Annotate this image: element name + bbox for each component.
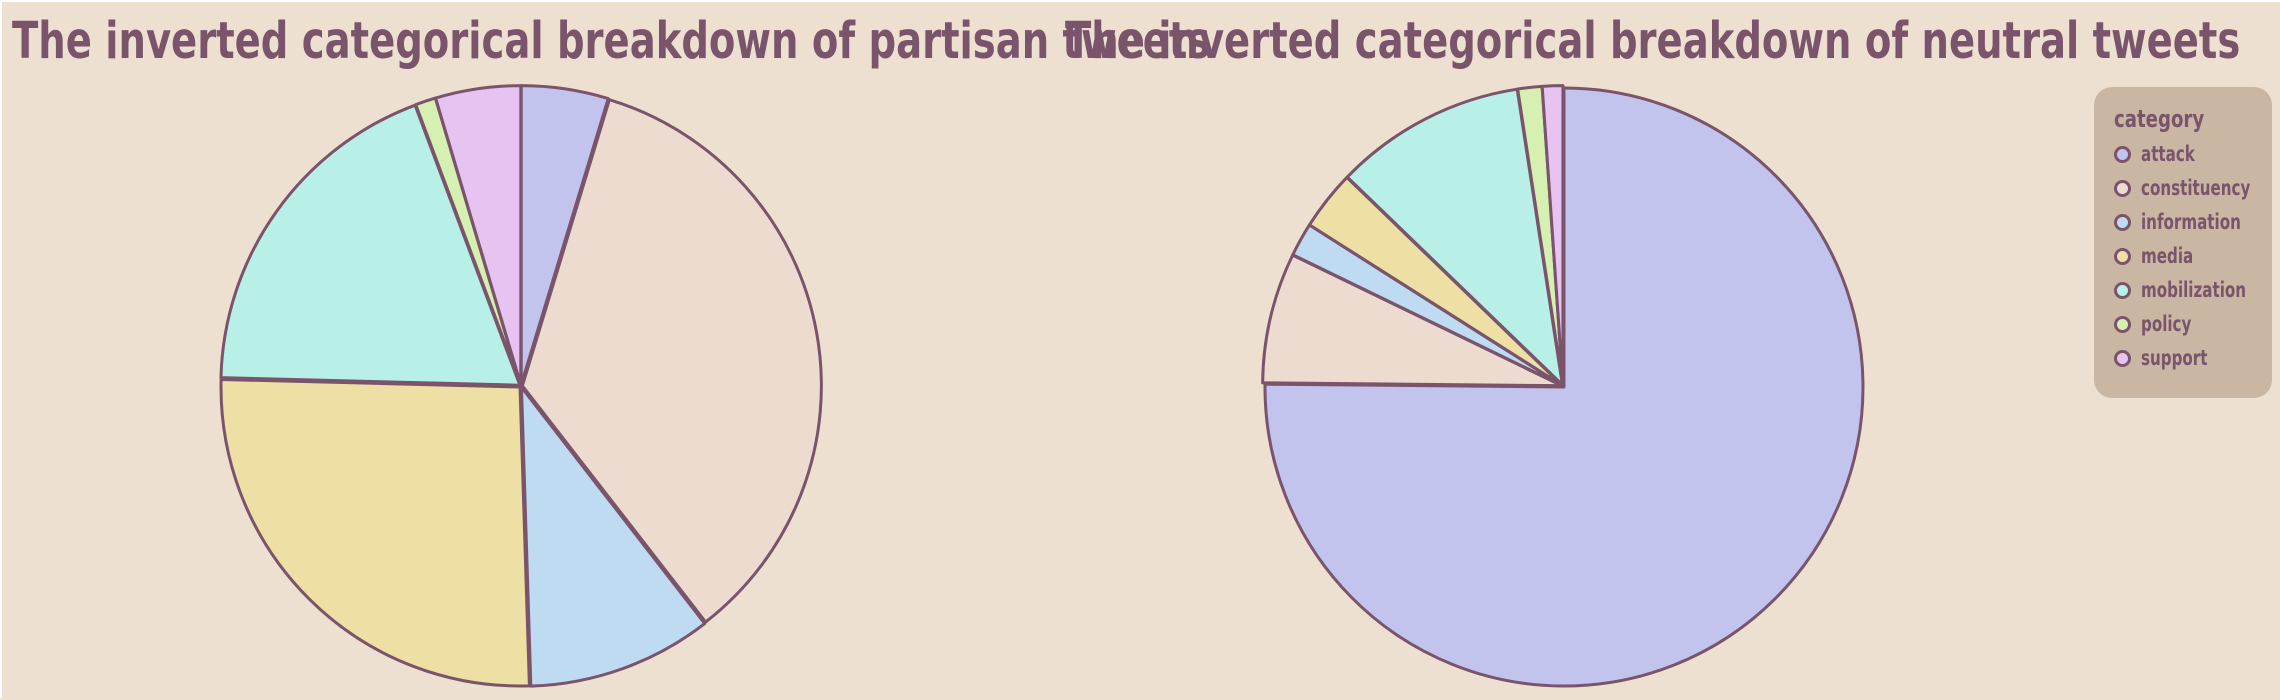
neutral-slice-mobilization: [1345, 87, 1564, 387]
legend-label: media: [2141, 244, 2194, 268]
legend-item-attack: attack: [2114, 137, 2272, 171]
neutral-chart-title: The inverted categorical breakdown of ne…: [1065, 12, 2241, 71]
legend-swatch-information: [2114, 213, 2131, 231]
neutral-pie: [1261, 84, 1865, 688]
legend-items: attack constituency information media mobili…: [2114, 137, 2272, 375]
legend-swatch-constituency: [2114, 179, 2131, 197]
legend-item-information: information: [2114, 205, 2272, 239]
legend-label: mobilization: [2141, 278, 2247, 302]
legend-label: information: [2141, 210, 2241, 234]
legend-item-support: support: [2114, 341, 2272, 375]
legend-swatch-mobilization: [2114, 281, 2131, 299]
partisan-pie: [219, 84, 823, 688]
legend-label: constituency: [2141, 176, 2251, 200]
partisan-slice-support: [434, 84, 523, 387]
legend-title: category: [2114, 105, 2205, 133]
partisan-slice-media: [219, 377, 531, 688]
legend: category attack constituency information me…: [2094, 87, 2272, 398]
legend-item-constituency: constituency: [2114, 171, 2272, 205]
legend-swatch-attack: [2114, 145, 2131, 163]
legend-item-media: media: [2114, 239, 2272, 273]
legend-swatch-support: [2114, 349, 2131, 367]
legend-label: policy: [2141, 312, 2192, 336]
legend-swatch-policy: [2114, 315, 2131, 333]
partisan-slice-information: [519, 385, 707, 688]
partisan-slice-constituency: [520, 98, 823, 624]
partisan-slice-mobilization: [219, 103, 522, 387]
neutral-slice-constituency: [1261, 253, 1564, 388]
neutral-slice-attack: [1263, 86, 1865, 688]
legend-item-policy: policy: [2114, 307, 2272, 341]
legend-label: attack: [2141, 142, 2195, 166]
legend-swatch-media: [2114, 247, 2131, 265]
legend-item-mobilization: mobilization: [2114, 273, 2272, 307]
legend-label: support: [2141, 346, 2208, 370]
partisan-chart-title: The inverted categorical breakdown of pa…: [12, 12, 1211, 71]
neutral-slice-support: [1540, 84, 1565, 387]
